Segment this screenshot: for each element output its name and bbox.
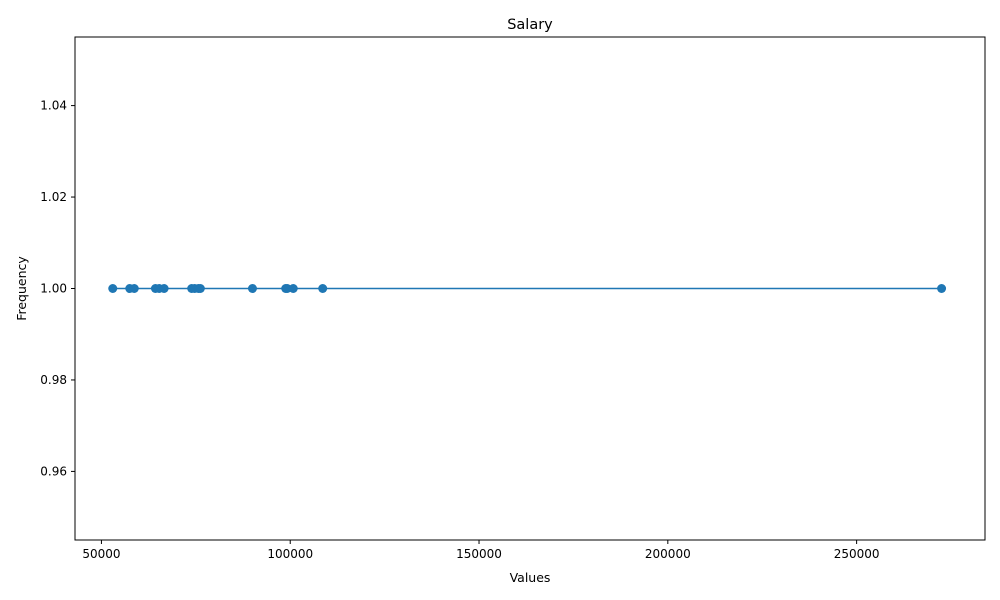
y-tick-label: 1.02 <box>40 190 67 204</box>
axes-frame <box>74 36 986 541</box>
x-axis-label: Values <box>510 570 551 585</box>
data-point <box>195 284 205 293</box>
x-tick-label: 200000 <box>645 547 691 561</box>
plot-area <box>108 284 947 293</box>
x-tick-label: 250000 <box>834 547 880 561</box>
data-point <box>247 284 257 293</box>
x-tick-label: 50000 <box>82 547 120 561</box>
data-point <box>288 284 298 293</box>
data-point <box>129 284 139 293</box>
data-point <box>108 284 118 293</box>
chart-title: Salary <box>507 17 553 33</box>
x-tick-label: 150000 <box>456 547 502 561</box>
y-tick-label: 0.96 <box>40 464 67 478</box>
data-point <box>318 284 328 293</box>
data-point <box>159 284 169 293</box>
x-axis: 50000 100000 150000 200000 250000 <box>82 540 880 561</box>
y-tick-label: 1.00 <box>40 282 67 296</box>
x-tick-label: 100000 <box>267 547 313 561</box>
data-point <box>937 284 947 293</box>
y-tick-label: 1.04 <box>40 99 67 113</box>
y-axis: 0.96 0.98 1.00 1.02 1.04 <box>40 99 75 478</box>
y-tick-label: 0.98 <box>40 373 67 387</box>
y-axis-label: Frequency <box>14 256 29 321</box>
